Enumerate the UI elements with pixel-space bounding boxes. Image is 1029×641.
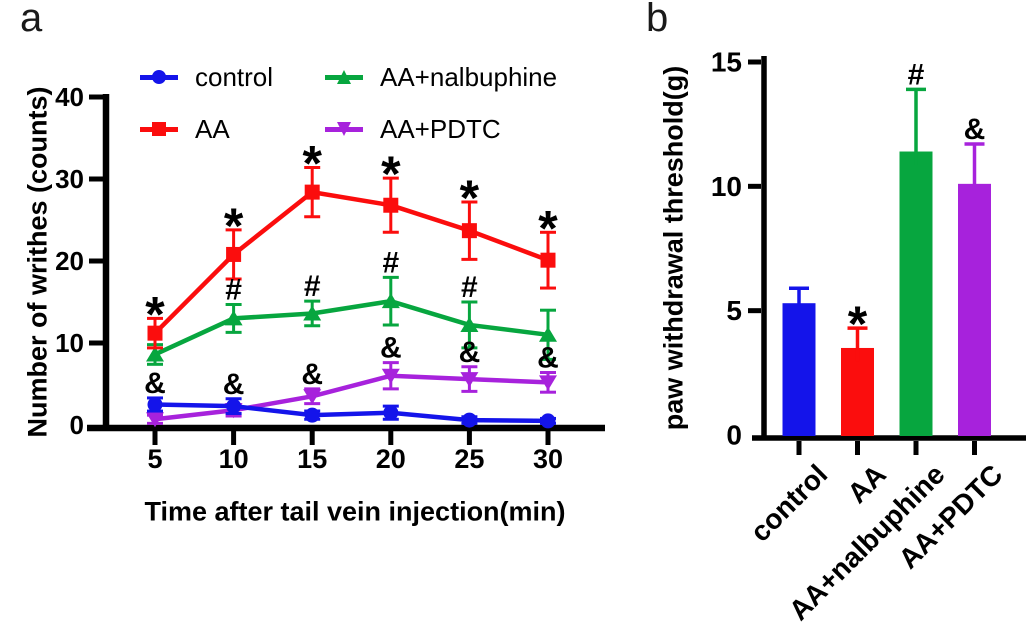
marker-circle-control	[304, 407, 320, 423]
series-AA+nalbuphine	[146, 275, 557, 366]
panel-a-y-tick-label: 20	[55, 246, 84, 276]
marker-triangle-down-AA+PDTC	[539, 375, 557, 391]
marker-triangle-down-AA+PDTC	[460, 372, 479, 388]
panel-a-x-tick-label: 20	[376, 444, 406, 474]
marker-triangle-up-AA+nalbuphine	[303, 305, 322, 321]
marker-square-AA	[383, 197, 399, 213]
panel-a-x-tick-label: 25	[454, 444, 484, 474]
marker-square-AA	[147, 325, 163, 341]
sig-symbol-AA+nalbuphine: #	[382, 246, 399, 279]
legend-item-aa-pdtc: AA+PDTC	[325, 109, 501, 149]
panel-a-x-tick-label: 10	[219, 444, 249, 474]
legend-label-aa: AA	[195, 113, 230, 144]
sig-symbol-AA+PDTC: &	[459, 336, 481, 369]
panel-b-letter: b	[646, 0, 669, 40]
sig-symbol-AA: *	[460, 170, 480, 226]
marker-triangle-up-AA+nalbuphine	[224, 310, 243, 326]
bar-AA+PDTC	[958, 183, 991, 436]
marker-triangle-up-AA+nalbuphine	[146, 346, 164, 362]
series-control	[147, 396, 556, 429]
legend-marker-aa-nalbuphine-icon	[325, 69, 363, 85]
series-line-AA+nalbuphine	[154, 298, 549, 357]
panel-a-x-tick-label: 5	[147, 444, 162, 474]
writhes-line-chart: 0 10 20 30 40 5 10 15 20 25 30 & & * * * * * * # # # # & & & &	[55, 82, 605, 474]
series-line-AA	[153, 189, 549, 335]
sig-symbol-AA+PDTC: &	[301, 358, 323, 391]
bar-AA+nalbuphine	[899, 151, 933, 436]
panel-a-y-tick-label: 30	[55, 164, 84, 194]
panel-a-y-tick-label: 10	[55, 328, 84, 358]
legend-marker-control-icon	[140, 69, 178, 85]
panel-a-y-axis-title: Number of writhes (counts)	[22, 86, 53, 438]
marker-triangle-down-AA+PDTC	[381, 368, 400, 384]
series-AA+PDTC	[146, 361, 557, 428]
panel-b-y-tick-label: 5	[726, 295, 742, 326]
bar-control	[782, 303, 816, 436]
marker-circle-control	[540, 413, 556, 429]
sig-symbol-AA: *	[538, 200, 558, 256]
sig-symbol-AA+nalbuphine: #	[461, 271, 478, 304]
series-line-AA+PDTC	[154, 373, 549, 422]
marker-triangle-up-AA+nalbuphine	[381, 293, 400, 309]
legend-label-control: control	[195, 61, 274, 92]
marker-circle-control	[461, 412, 477, 428]
sig-symbol-AA: *	[145, 286, 165, 342]
legend-label-aa-pdtc: AA+PDTC	[380, 113, 501, 144]
panel-a-y-tick-label: 0	[70, 410, 84, 440]
panel-b-y-tick-label: 10	[711, 171, 742, 202]
sig-symbol-AA: *	[381, 146, 401, 202]
sig-symbol-AA+nalbuphine: #	[225, 273, 242, 306]
legend-item-aa: AA	[140, 109, 230, 149]
marker-square-AA	[226, 246, 242, 262]
bar-AA	[841, 347, 874, 436]
panel-a-y-tick-label: 40	[55, 82, 84, 112]
legend-marker-aa-icon	[140, 121, 178, 137]
legend-item-control: control	[140, 57, 273, 97]
sig-symbol-AA+nalbuphine: #	[304, 270, 321, 303]
legend-label-aa-nalbuphine: AA+nalbuphine	[380, 61, 558, 92]
panel-b-y-tick-label: 0	[726, 420, 742, 451]
marker-triangle-up-AA+nalbuphine	[539, 326, 557, 342]
marker-circle-control	[383, 405, 399, 421]
marker-triangle-up-AA+nalbuphine	[460, 316, 479, 332]
marker-square-AA	[461, 223, 477, 239]
panel-a-x-tick-label: 30	[533, 444, 563, 474]
marker-triangle-down-AA+PDTC	[303, 389, 322, 405]
sig-symbol-AA: *	[224, 198, 244, 254]
marker-circle-control	[226, 398, 242, 414]
series-AA	[147, 166, 556, 350]
legend-item-aa-nalbuphine: AA+nalbuphine	[325, 57, 557, 97]
marker-square-AA	[304, 184, 320, 200]
panel-a-x-tick-label: 15	[297, 444, 327, 474]
sig-symbol-control: &	[223, 368, 245, 401]
panel-a-letter: a	[20, 0, 43, 40]
panel-b-y-tick-label: 15	[711, 46, 742, 77]
sig-symbol-AA+PDTC: &	[380, 332, 402, 365]
panel-b-y-axis-title: paw withdrawal threshold(g)	[658, 65, 689, 431]
panel-a-x-axis-title: Time after tail vein injection(min)	[144, 496, 566, 527]
sig-symbol-AA: *	[848, 296, 868, 352]
sig-symbol-AA+PDTC: &	[964, 113, 986, 146]
sig-symbol-AA: *	[302, 136, 322, 192]
paw-threshold-bar-chart: 0 5 10 15 * # &	[711, 46, 1026, 455]
sig-symbol-AA+nalbuphine: #	[908, 58, 925, 91]
legend-marker-aa-pdtc-icon	[325, 121, 363, 137]
marker-triangle-down-AA+PDTC	[146, 412, 164, 428]
marker-circle-control	[147, 397, 163, 412]
sig-symbol-control: &	[144, 367, 166, 400]
marker-square-AA	[540, 252, 556, 268]
sig-symbol-AA+PDTC: &	[537, 342, 559, 375]
series-line-control	[154, 402, 549, 424]
